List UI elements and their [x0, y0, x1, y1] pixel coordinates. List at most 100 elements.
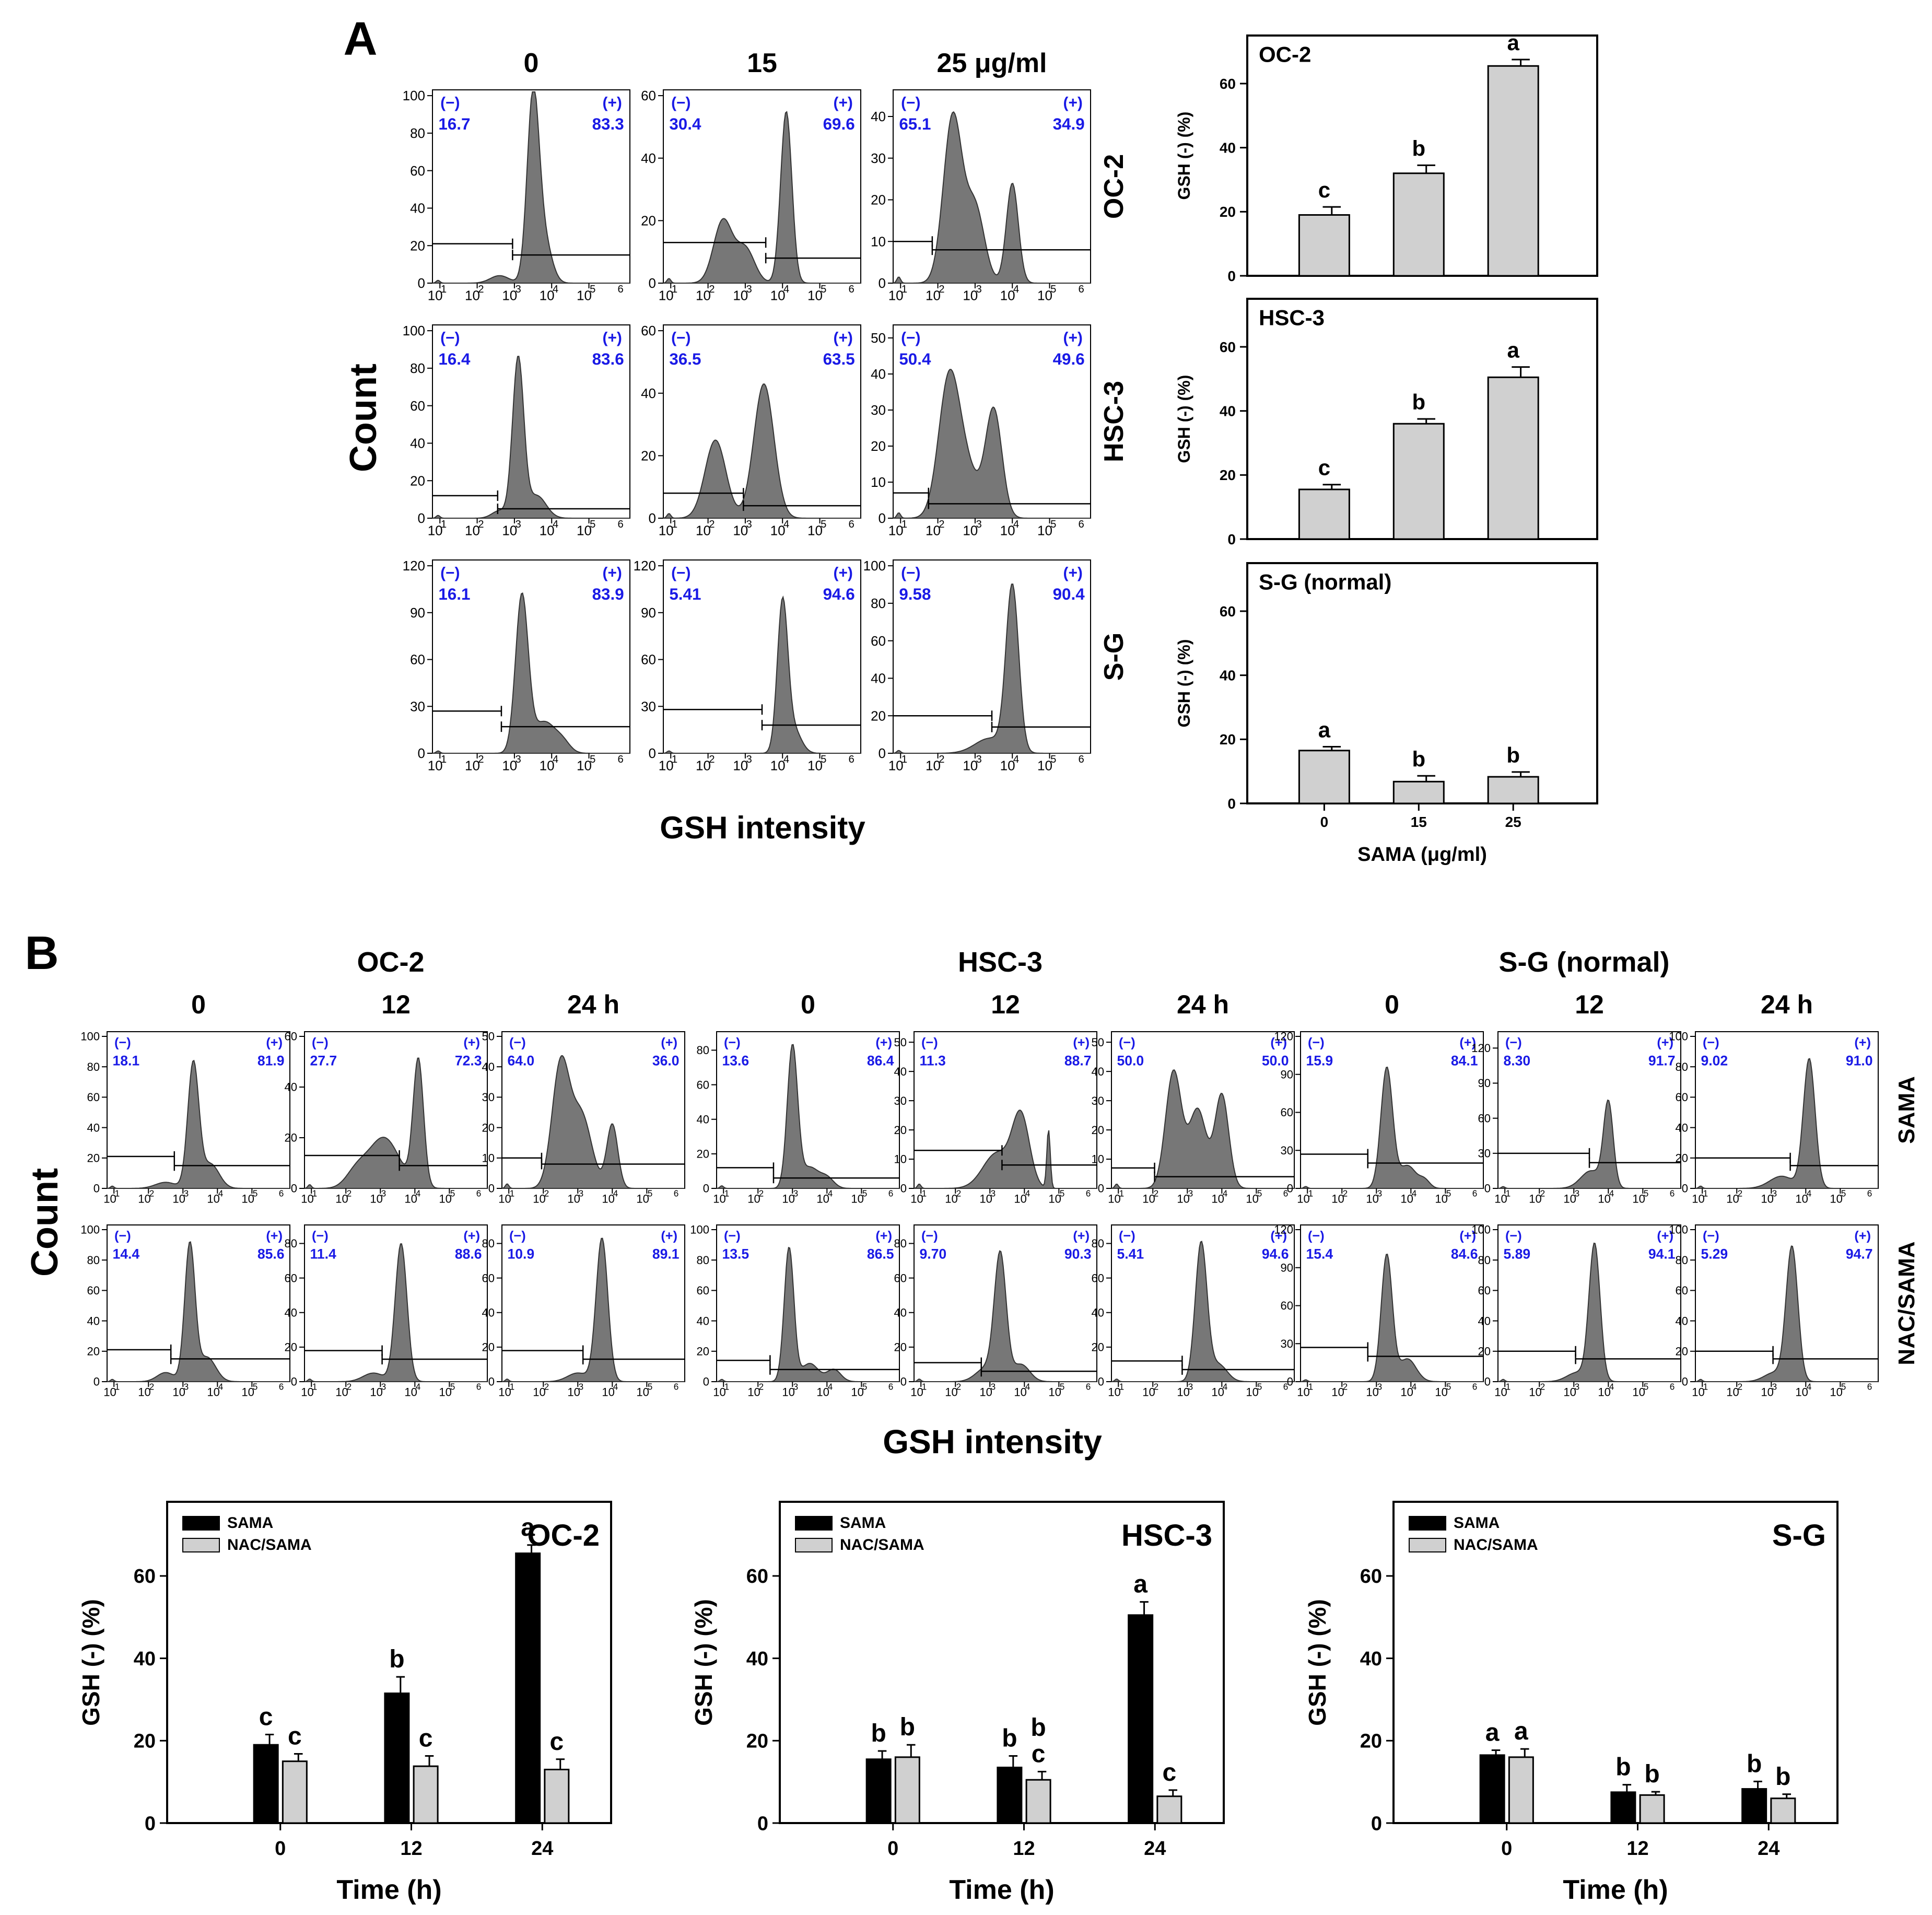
y-tick-label: 0	[879, 275, 886, 291]
x-tick-exponent: 1	[1506, 1188, 1511, 1198]
x-tick-exponent: 3	[976, 519, 982, 530]
x-tick-exponent: 3	[976, 754, 982, 765]
y-tick-label: 80	[697, 1044, 709, 1057]
x-tick-label: 10	[1692, 1193, 1704, 1206]
y-tick-label: 90	[641, 605, 656, 621]
y-tick-label: 40	[482, 1060, 495, 1073]
bar	[1298, 214, 1350, 277]
x-tick-label: 10	[1108, 1193, 1120, 1206]
gate-plus-label: (+)	[603, 94, 622, 111]
bar	[1479, 1754, 1505, 1824]
y-tick-label: 40	[285, 1081, 297, 1094]
gate-minus-label: (−)	[312, 1229, 329, 1243]
x-tick-exponent: 2	[956, 1381, 962, 1392]
y-tick-label: 40	[697, 1113, 709, 1126]
x-tick-exponent: 1	[1119, 1188, 1125, 1198]
x-tick-exponent: 4	[1609, 1188, 1614, 1198]
x-tick-exponent: 6	[618, 754, 624, 765]
x-tick-exponent: 1	[441, 519, 447, 530]
x-tick-exponent: 4	[553, 284, 558, 295]
x-tick-exponent: 4	[553, 754, 558, 765]
y-tick-label: 60	[285, 1030, 297, 1043]
y-axis-title: GSH (-) (%)	[1175, 639, 1193, 728]
x-tick-exponent: 3	[746, 284, 752, 295]
y-tick-label: 20	[482, 1121, 495, 1134]
y-tick-label: 30	[871, 150, 886, 166]
gate-minus-label: (−)	[724, 1229, 741, 1243]
x-tick-exponent: 2	[939, 754, 944, 765]
x-tick-label: 10	[659, 523, 674, 539]
gate-minus-label: (−)	[312, 1035, 329, 1050]
x-tick-label: 25	[1505, 814, 1521, 830]
bar	[1508, 1756, 1534, 1824]
x-tick-exponent: 4	[1412, 1381, 1417, 1392]
bar	[384, 1692, 410, 1824]
y-tick-label: 20	[134, 1731, 156, 1753]
x-tick-exponent: 1	[115, 1381, 120, 1392]
y-tick-label: 60	[410, 652, 425, 668]
x-tick-exponent: 6	[888, 1381, 894, 1392]
y-tick-label: 20	[697, 1148, 709, 1161]
x-tick-label: 10	[172, 1193, 185, 1206]
x-tick-exponent: 3	[579, 1381, 584, 1392]
y-tick-label: 20	[482, 1341, 495, 1354]
y-tick-label: 50	[894, 1036, 907, 1049]
x-tick-exponent: 1	[312, 1381, 318, 1392]
gate-plus-label: (+)	[834, 94, 853, 111]
x-tick-exponent: 4	[1609, 1381, 1614, 1392]
y-tick-label: 20	[1092, 1124, 1104, 1137]
gate-negative-percent: 50.4	[899, 350, 931, 368]
x-tick-exponent: 2	[149, 1381, 155, 1392]
y-axis-title: GSH (-) (%)	[1175, 375, 1193, 463]
y-tick-label: 0	[488, 1182, 495, 1195]
x-tick-label: 10	[1400, 1193, 1413, 1206]
significance-letter: b	[1031, 1714, 1046, 1742]
x-tick-label: 24	[531, 1838, 553, 1860]
y-tick-label: 60	[482, 1271, 495, 1285]
gate-plus-label: (+)	[834, 564, 853, 581]
x-tick-label: 0	[1501, 1838, 1512, 1860]
x-axis-title: Time (h)	[949, 1875, 1054, 1905]
x-tick-exponent: 1	[1703, 1381, 1708, 1392]
bar	[1639, 1794, 1665, 1824]
x-tick-label: 10	[1246, 1193, 1258, 1206]
x-tick-exponent: 5	[253, 1188, 258, 1198]
y-tick-label: 30	[1478, 1147, 1491, 1160]
x-tick-exponent: 2	[544, 1381, 549, 1392]
x-tick-label: 10	[1297, 1386, 1309, 1399]
x-tick-label: 10	[851, 1193, 863, 1206]
x-tick-label: 10	[1037, 288, 1052, 303]
gate-positive-percent: 86.5	[867, 1246, 894, 1262]
gate-positive-percent: 94.6	[1262, 1246, 1289, 1262]
y-tick-label: 60	[410, 163, 425, 179]
gate-negative-percent: 64.0	[508, 1053, 535, 1069]
bar	[515, 1552, 541, 1824]
y-tick-label: 20	[641, 213, 656, 228]
x-tick-exponent: 6	[618, 519, 624, 530]
significance-letter: b	[1412, 390, 1425, 414]
y-tick-label: 40	[1092, 1306, 1104, 1319]
y-axis-title: GSH (-) (%)	[1304, 1599, 1331, 1726]
x-tick-exponent: 1	[1308, 1381, 1314, 1392]
y-tick-label: 60	[285, 1271, 297, 1285]
significance-letter: c	[1032, 1740, 1046, 1768]
x-tick-exponent: 4	[1013, 754, 1019, 765]
x-tick-exponent: 6	[279, 1188, 284, 1198]
x-tick-exponent: 4	[613, 1188, 618, 1198]
y-tick-label: 40	[482, 1306, 495, 1319]
x-tick-label: 10	[103, 1193, 116, 1206]
gate-positive-percent: 94.1	[1648, 1246, 1676, 1262]
significance-letter: b	[1002, 1724, 1017, 1752]
y-tick-label: 40	[746, 1648, 768, 1670]
significance-letter: b	[1644, 1760, 1659, 1788]
gate-negative-percent: 36.5	[669, 350, 701, 368]
panel-b-time-header: 0	[1385, 990, 1399, 1019]
x-tick-exponent: 5	[1841, 1381, 1846, 1392]
y-tick-label: 40	[1478, 1314, 1491, 1327]
x-tick-label: 10	[1000, 758, 1015, 774]
y-tick-label: 30	[410, 698, 425, 714]
